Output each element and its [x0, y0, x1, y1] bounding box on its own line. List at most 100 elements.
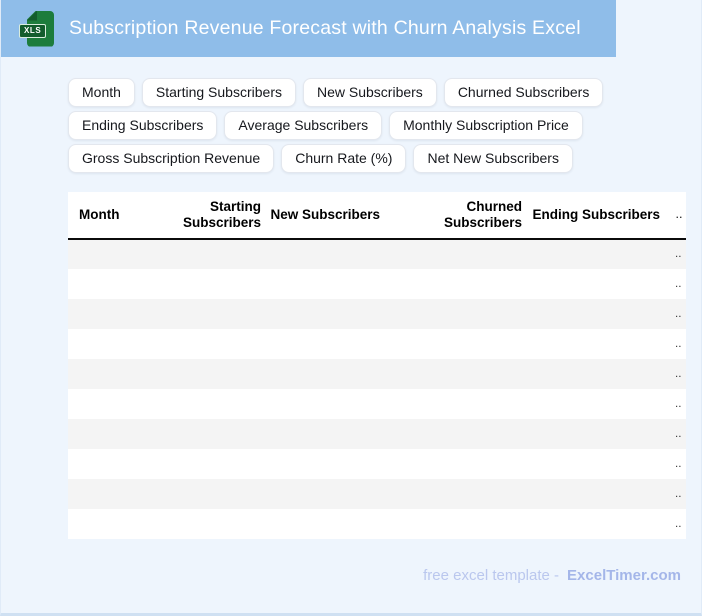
table-row: ..: [68, 269, 686, 299]
table-row: ..: [68, 359, 686, 389]
table-cell-empty: [68, 479, 168, 509]
table-cell-empty: [527, 329, 665, 359]
column-tag[interactable]: Starting Subscribers: [141, 78, 296, 107]
table-cell-empty: [168, 269, 266, 299]
table-body: ....................: [68, 239, 686, 539]
table-cell-empty: [68, 509, 168, 539]
table-cell-empty: [68, 449, 168, 479]
xls-file-icon: XLS: [19, 9, 55, 49]
column-tag[interactable]: Average Subscribers: [224, 111, 383, 140]
table-cell-empty: [385, 509, 527, 539]
table-row: ..: [68, 239, 686, 269]
table-cell-empty: [385, 299, 527, 329]
column-tag[interactable]: Monthly Subscription Price: [389, 111, 583, 140]
table-cell-empty: [168, 419, 266, 449]
table-cell-empty: [266, 509, 385, 539]
preview-table: Month Starting Subscribers New Subscribers…: [68, 192, 686, 539]
table-row: ..: [68, 479, 686, 509]
table-cell-empty: [68, 419, 168, 449]
column-tag[interactable]: Gross Subscription Revenue: [68, 144, 275, 173]
table-cell-empty: [168, 359, 266, 389]
table-header-row: Month Starting Subscribers New Subscribers…: [68, 192, 686, 240]
table-cell-truncated: ..: [675, 399, 682, 409]
xls-badge-label: XLS: [19, 23, 47, 38]
table-cell-empty: [385, 329, 527, 359]
table-cell-truncated: ..: [675, 429, 682, 439]
table-cell-empty: [385, 239, 527, 269]
table-cell-empty: [68, 389, 168, 419]
table-row: ..: [68, 419, 686, 449]
table-cell-empty: [168, 449, 266, 479]
table-cell-truncated: ..: [675, 250, 682, 259]
table-cell-empty: [68, 299, 168, 329]
table-cell-empty: [385, 359, 527, 389]
table-cell-empty: [266, 449, 385, 479]
column-header: Starting Subscribers: [168, 192, 266, 240]
table-cell-empty: [266, 389, 385, 419]
column-header: Ending Subscribers: [527, 192, 665, 240]
column-tags: Month Starting Subscribers New Subscribers…: [68, 78, 609, 173]
table-row: ..: [68, 509, 686, 539]
table-cell-truncated: ..: [675, 519, 682, 529]
footer-brand-link[interactable]: ExcelTimer.com: [567, 567, 681, 584]
spreadsheet-preview: Month Starting Subscribers New Subscribers…: [68, 192, 686, 539]
table-row: ..: [68, 329, 686, 359]
table-cell-truncated: ..: [675, 339, 682, 349]
table-cell-empty: [385, 479, 527, 509]
table-cell-empty: [266, 359, 385, 389]
table-cell-empty: [385, 269, 527, 299]
column-tag[interactable]: Ending Subscribers: [68, 111, 218, 140]
table-cell-truncated: ..: [675, 459, 682, 469]
table-cell-empty: [527, 509, 665, 539]
footer-text: free excel template -: [423, 567, 560, 584]
table-cell-empty: [168, 329, 266, 359]
table-cell-empty: [266, 419, 385, 449]
footer: free excel template - ExcelTimer.com: [423, 566, 681, 585]
table-cell-empty: [527, 269, 665, 299]
table-cell-empty: [168, 479, 266, 509]
table-cell-empty: [527, 449, 665, 479]
table-cell-empty: [168, 389, 266, 419]
table-cell-empty: [68, 269, 168, 299]
page-title: Subscription Revenue Forecast with Churn…: [69, 17, 581, 39]
column-tag[interactable]: New Subscribers: [302, 78, 437, 107]
table-cell-empty: [266, 479, 385, 509]
column-header: New Subscribers: [266, 192, 385, 240]
table-cell-empty: [266, 269, 385, 299]
table-cell-truncated: ..: [675, 309, 682, 319]
column-tag[interactable]: Churn Rate (%): [281, 144, 407, 173]
column-header: Churned Subscribers: [385, 192, 527, 240]
table-cell-empty: [527, 299, 665, 329]
table-cell-empty: [527, 389, 665, 419]
table-cell-empty: [168, 509, 266, 539]
table-cell-empty: [527, 479, 665, 509]
table-cell-truncated: ..: [675, 279, 682, 289]
column-header-truncated: ..: [665, 192, 686, 240]
table-cell-empty: [385, 389, 527, 419]
table-cell-empty: [527, 359, 665, 389]
table-cell-empty: [527, 239, 665, 269]
header-banner: XLS Subscription Revenue Forecast with C…: [1, 0, 616, 57]
table-cell-empty: [266, 239, 385, 269]
table-cell-truncated: ..: [675, 369, 682, 379]
table-cell-empty: [527, 419, 665, 449]
xls-doc-fold: [27, 10, 37, 21]
column-tag[interactable]: Churned Subscribers: [443, 78, 604, 107]
table-cell-empty: [266, 299, 385, 329]
table-row: ..: [68, 449, 686, 479]
table-cell-empty: [168, 239, 266, 269]
table-cell-empty: [385, 419, 527, 449]
column-tag[interactable]: Net New Subscribers: [413, 144, 573, 173]
table-cell-empty: [68, 359, 168, 389]
table-cell-empty: [266, 329, 385, 359]
column-tag[interactable]: Month: [68, 78, 135, 107]
table-cell-empty: [68, 329, 168, 359]
table-row: ..: [68, 389, 686, 419]
table-cell-empty: [68, 239, 168, 269]
table-row: ..: [68, 299, 686, 329]
table-cell-empty: [168, 299, 266, 329]
table-cell-truncated: ..: [675, 489, 682, 499]
column-header: Month: [68, 192, 168, 240]
table-cell-empty: [385, 449, 527, 479]
